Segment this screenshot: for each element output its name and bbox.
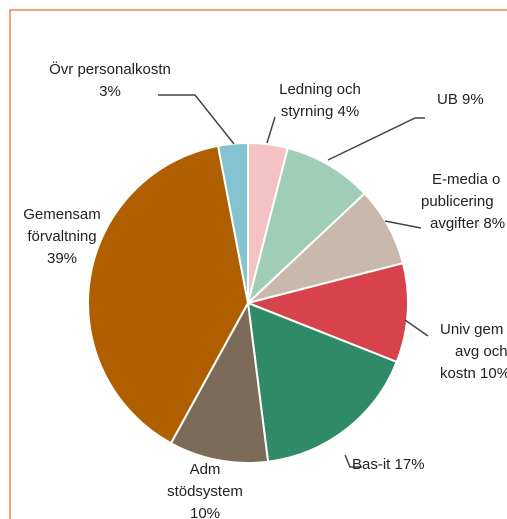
slice-label: publicering <box>421 193 494 210</box>
slice-label: Övr personalkostn <box>49 60 171 78</box>
slice-label: kostn 10% <box>440 365 507 382</box>
leader-line <box>404 319 429 337</box>
slice-label: 10% <box>190 505 220 519</box>
pie-slice <box>169 299 270 464</box>
leader-line <box>158 94 235 145</box>
slice-label: Gemensam <box>23 206 101 223</box>
pie-slice <box>246 146 367 307</box>
slice-label: UB 9% <box>437 91 484 108</box>
leader-line <box>266 116 276 144</box>
slice-label: förvaltning <box>27 228 96 245</box>
leader-line <box>384 220 422 229</box>
slice-label: E-media o <box>432 171 500 188</box>
slice-label: Adm <box>190 461 221 478</box>
slice-label: Ledning och <box>279 81 361 98</box>
slice-label: stödsystem <box>167 483 243 500</box>
slice-label: avg och <box>455 343 507 360</box>
leader-line <box>327 117 425 161</box>
slice-label: styrning 4% <box>281 103 359 120</box>
slice-label: Univ gem <box>440 321 503 338</box>
frame <box>9 9 507 519</box>
slice-label: 3% <box>99 83 121 100</box>
slices <box>87 141 409 464</box>
slice-label: 39% <box>47 250 77 267</box>
slice-label: avgifter 8% <box>430 215 505 232</box>
pie-slice <box>244 261 409 364</box>
leader-line <box>344 454 362 468</box>
labels: Ledning och styrning 4% UB 9% E-media o publ… <box>23 60 507 519</box>
pie-slice <box>87 144 250 445</box>
slice-label: Bas-it 17% <box>352 456 425 473</box>
pie-slice <box>246 301 399 463</box>
